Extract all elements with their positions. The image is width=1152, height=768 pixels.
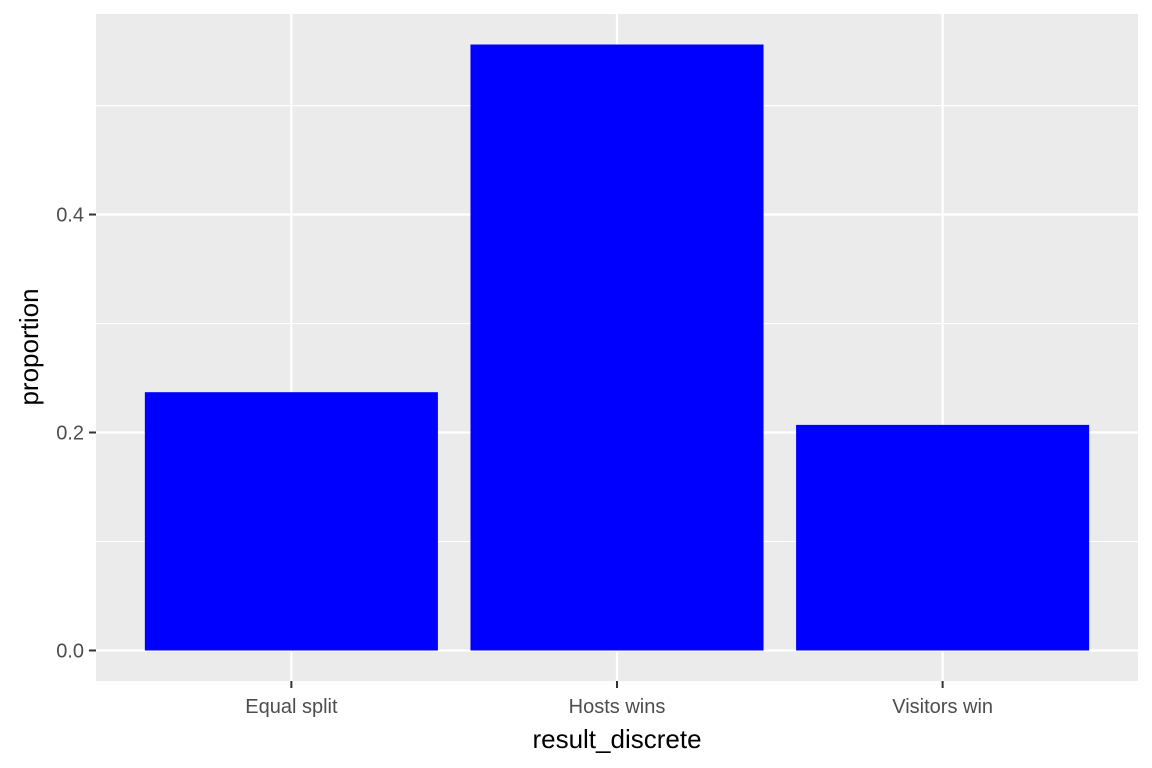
bar [796, 424, 1090, 651]
bar [144, 392, 438, 651]
y-tick-label: 0.4 [56, 205, 84, 227]
x-tick-label: Visitors win [892, 696, 993, 718]
x-axis: Equal split Hosts wins Visitors win [245, 681, 993, 718]
y-axis-title: proportion [14, 288, 44, 405]
y-axis: 0.0 0.2 0.4 [56, 205, 96, 662]
x-axis-title: result_discrete [532, 724, 701, 754]
x-tick-label: Equal split [245, 696, 338, 718]
bars [144, 44, 1090, 651]
y-tick-label: 0.2 [56, 423, 84, 445]
bar [470, 44, 764, 651]
x-tick-label: Hosts wins [569, 696, 666, 718]
y-tick-label: 0.0 [56, 640, 84, 662]
